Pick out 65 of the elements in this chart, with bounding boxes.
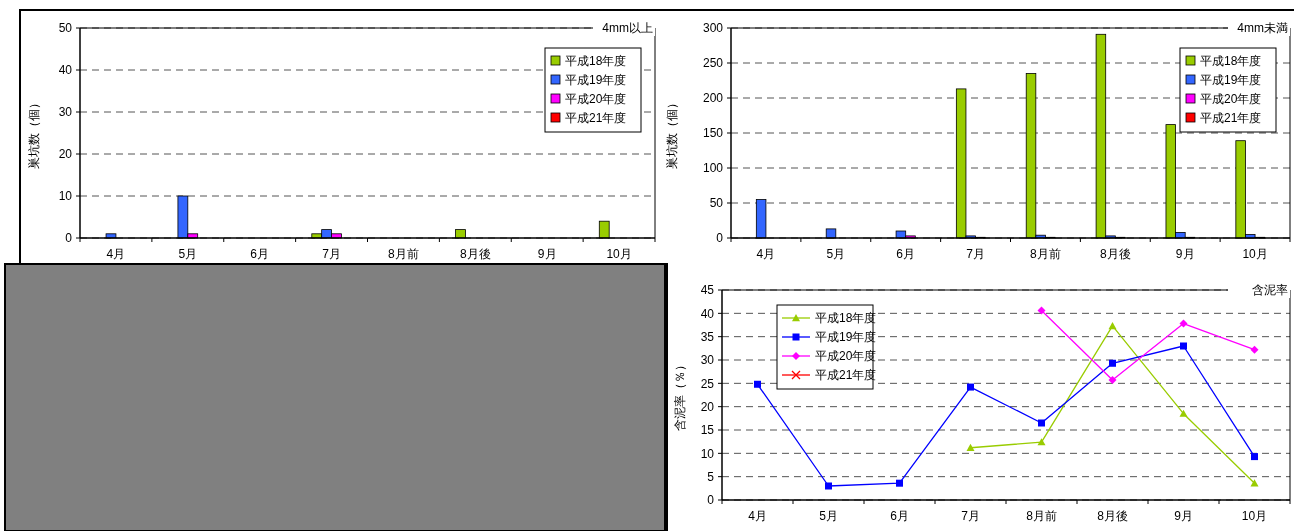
x-tick-label: 9月 xyxy=(1175,247,1195,261)
legend-label: 平成18年度 xyxy=(815,311,877,326)
x-tick-label: 8月前 xyxy=(1030,247,1061,261)
legend-label: 平成21年度 xyxy=(565,111,627,126)
legend-label: 平成21年度 xyxy=(815,368,877,383)
chart-title: 4mm以上 xyxy=(602,21,653,36)
y-tick-label: 15 xyxy=(700,423,715,438)
y-tick-label: 30 xyxy=(58,105,73,120)
x-tick-label: 5月 xyxy=(826,247,846,261)
y-tick-label: 250 xyxy=(702,56,724,71)
legend-label: 平成19年度 xyxy=(1200,73,1262,88)
y-tick-label: 20 xyxy=(58,147,73,162)
legend-label: 平成20年度 xyxy=(815,349,877,364)
y-tick-label: 25 xyxy=(700,376,715,391)
x-tick-label: 10月 xyxy=(606,247,632,261)
y-tick-label: 10 xyxy=(700,446,715,461)
x-tick-label: 6月 xyxy=(896,247,916,261)
y-tick-label: 300 xyxy=(702,21,724,36)
y-tick-label: 100 xyxy=(702,161,724,176)
x-tick-label: 7月 xyxy=(966,247,985,261)
legend-label: 平成18年度 xyxy=(565,54,627,69)
y-tick-label: 35 xyxy=(700,329,715,344)
y-axis-title: 巣坑数（個） xyxy=(665,97,679,169)
x-tick-label: 4月 xyxy=(756,247,776,261)
y-tick-label: 0 xyxy=(707,493,715,508)
x-tick-label: 7月 xyxy=(961,509,980,523)
y-tick-label: 45 xyxy=(700,283,715,298)
x-tick-label: 8月前 xyxy=(1026,509,1057,523)
legend-label: 平成19年度 xyxy=(565,73,627,88)
y-tick-label: 20 xyxy=(700,399,715,414)
x-tick-label: 5月 xyxy=(178,247,198,261)
y-tick-label: 10 xyxy=(58,189,73,204)
legend-label: 平成21年度 xyxy=(1200,111,1262,126)
x-tick-label: 5月 xyxy=(819,509,838,523)
x-tick-label: 7月 xyxy=(322,247,341,261)
x-tick-label: 9月 xyxy=(537,247,557,261)
legend-label: 平成18年度 xyxy=(1200,54,1262,69)
x-tick-label: 6月 xyxy=(890,509,909,523)
y-tick-label: 200 xyxy=(702,91,724,106)
y-tick-label: 0 xyxy=(716,231,724,246)
y-tick-label: 5 xyxy=(707,469,715,484)
x-tick-label: 4月 xyxy=(748,509,767,523)
y-tick-label: 40 xyxy=(700,306,715,321)
x-tick-label: 9月 xyxy=(1174,509,1193,523)
y-tick-label: 150 xyxy=(702,126,724,141)
legend-label: 平成20年度 xyxy=(565,92,627,107)
x-tick-label: 4月 xyxy=(106,247,126,261)
y-tick-label: 40 xyxy=(58,63,73,78)
x-tick-label: 10月 xyxy=(1241,509,1268,523)
y-tick-label: 30 xyxy=(700,353,715,368)
chart-title: 含泥率 xyxy=(1252,283,1288,298)
chart-title: 4mm未満 xyxy=(1237,21,1288,36)
legend-label: 平成19年度 xyxy=(815,330,877,345)
x-tick-label: 8月後 xyxy=(1097,509,1128,523)
x-tick-label: 8月後 xyxy=(1099,247,1131,261)
y-tick-label: 50 xyxy=(58,21,73,36)
y-tick-label: 50 xyxy=(709,196,724,211)
y-axis-title: 巣坑数（個） xyxy=(27,97,41,169)
x-tick-label: 6月 xyxy=(250,247,270,261)
x-tick-label: 10月 xyxy=(1242,247,1268,261)
legend-label: 平成20年度 xyxy=(1200,92,1262,107)
x-tick-label: 8月前 xyxy=(388,247,419,261)
y-axis-title: 含泥率（％） xyxy=(673,359,687,431)
x-tick-label: 8月後 xyxy=(459,247,491,261)
y-tick-label: 0 xyxy=(65,231,73,246)
